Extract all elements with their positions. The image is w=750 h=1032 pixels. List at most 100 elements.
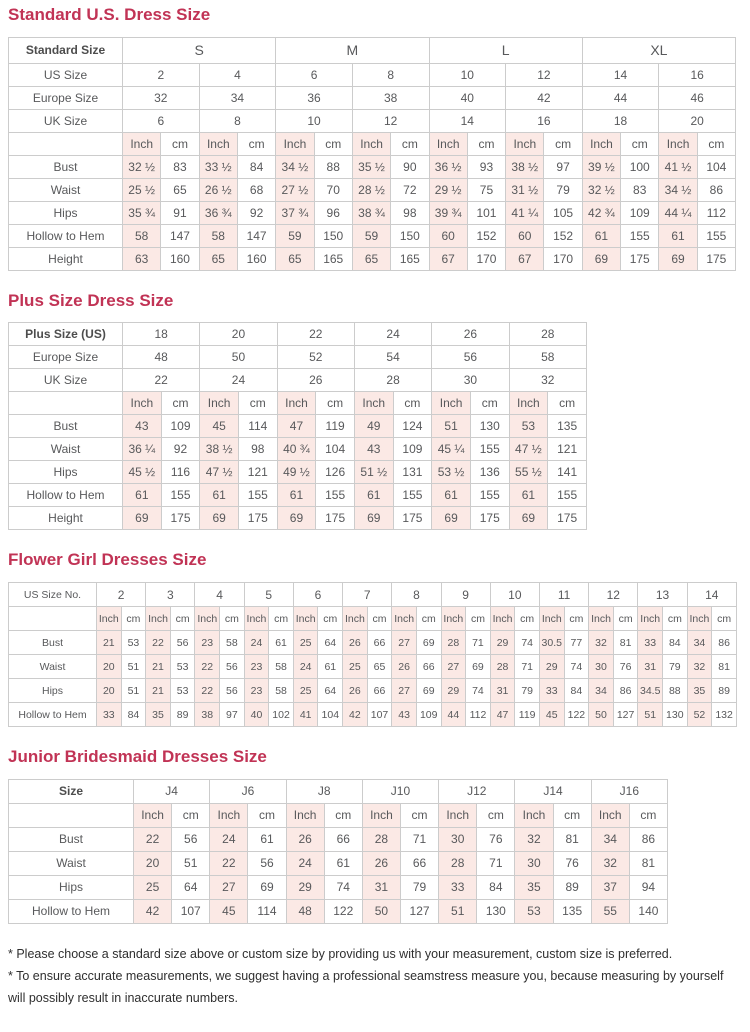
- measure-cm-value: 56: [219, 678, 245, 704]
- size-value: 2: [122, 62, 200, 87]
- measure-inch-value: 37 ¾: [275, 200, 315, 225]
- measure-cm-value: 66: [415, 654, 442, 680]
- unit-cm-header: cm: [219, 606, 245, 632]
- size-group-header: S: [121, 36, 277, 64]
- measure-inch-value: 29: [285, 874, 325, 900]
- measure-cm-value: 130: [476, 898, 516, 924]
- unit-cm-header: cm: [171, 802, 211, 828]
- size-value: 14: [581, 62, 660, 87]
- measure-inch-value: 25: [132, 874, 173, 900]
- measure-inch-value: 41 ¼: [505, 200, 545, 225]
- unit-cm-header: cm: [466, 131, 507, 156]
- measure-cm-value: 119: [514, 702, 540, 728]
- footnotes: * Please choose a standard size above or…: [8, 944, 742, 1010]
- unit-inch-header: Inch: [275, 131, 315, 156]
- measure-inch-value: 42: [132, 898, 173, 924]
- size-value: 18: [581, 108, 660, 133]
- measure-inch-value: 41: [292, 702, 319, 728]
- size-value: 14: [428, 108, 507, 133]
- size-value: 12: [588, 582, 639, 608]
- measure-inch-value: 31: [637, 654, 664, 680]
- unit-cm-header: cm: [120, 606, 147, 632]
- measure-inch-value: 53: [508, 414, 549, 439]
- measure-cm-value: 127: [612, 702, 639, 728]
- measure-inch-value: 33: [637, 630, 664, 656]
- unit-inch-header: Inch: [658, 131, 698, 156]
- measure-cm-value: 51: [120, 678, 147, 704]
- measure-cm-value: 86: [696, 177, 737, 202]
- unit-cm-header: cm: [711, 606, 737, 632]
- unit-cm-header: cm: [237, 391, 278, 416]
- junior-bridesmaid-dresses-size-table: Size J4 J6 J8 J10 J12 J14 J16 Inch cm Inch cm Inch cm…: [8, 778, 669, 924]
- measure-cm-value: 175: [469, 506, 510, 531]
- section-title-standard-us: Standard U.S. Dress Size: [8, 5, 211, 24]
- measure-cm-value: 61: [323, 850, 363, 876]
- size-value: 10: [428, 62, 507, 87]
- measure-inch-value: 47: [489, 702, 516, 728]
- size-value: 32: [122, 85, 200, 110]
- measure-cm-value: 175: [237, 506, 278, 531]
- section-flower-girl-dresses-size: Flower Girl Dresses Size US Size No. 2 3 4 5…: [8, 551, 742, 728]
- measure-cm-value: 126: [315, 460, 355, 485]
- unit-cm-header: cm: [696, 131, 737, 156]
- measure-inch-value: 32 ½: [581, 177, 622, 202]
- measure-cm-value: 112: [465, 702, 491, 728]
- measure-cm-value: 84: [236, 154, 277, 179]
- measure-cm-value: 175: [696, 246, 737, 271]
- measure-cm-value: 61: [268, 630, 294, 656]
- measure-cm-value: 86: [612, 678, 639, 704]
- measure-inch-value: 69: [581, 246, 622, 271]
- measure-inch-value: 26: [285, 826, 325, 852]
- unit-inch-header: Inch: [122, 391, 162, 416]
- unit-cm-header: cm: [160, 391, 201, 416]
- measure-cm-value: 132: [711, 702, 737, 728]
- plus-size-dress-size-table: Plus Size (US) 18 20 22 24 26 28 Europe Size 48 5…: [8, 322, 588, 531]
- size-value: 8: [351, 62, 430, 87]
- measure-inch-value: 61: [276, 483, 317, 508]
- measure-row-label: Hips: [8, 200, 123, 225]
- measure-inch-value: 63: [121, 246, 162, 271]
- measure-inch-value: 61: [658, 223, 698, 248]
- size-value: J6: [209, 778, 287, 804]
- measure-cm-value: 98: [390, 200, 430, 225]
- unit-inch-header: Inch: [391, 606, 417, 632]
- measure-row-label: Waist: [8, 437, 123, 462]
- unit-cm-header: cm: [552, 802, 592, 828]
- measure-inch-value: 47 ½: [199, 460, 239, 485]
- measure-cm-value: 64: [171, 874, 211, 900]
- unit-inch-header: Inch: [590, 802, 630, 828]
- unit-inch-header: Inch: [351, 131, 392, 156]
- measure-inch-value: 30: [438, 826, 478, 852]
- section-title-junior-bridesmaid: Junior Bridesmaid Dresses Size: [8, 747, 267, 767]
- unit-cm-header: cm: [547, 391, 587, 416]
- measure-cm-value: 122: [323, 898, 363, 924]
- measure-inch-value: 34 ½: [658, 177, 698, 202]
- unit-inch-header: Inch: [489, 606, 516, 632]
- measure-inch-value: 51: [637, 702, 664, 728]
- size-row-label: US Size: [8, 62, 123, 87]
- measure-inch-value: 32: [514, 826, 554, 852]
- measure-cm-value: 170: [543, 246, 583, 271]
- unit-cm-header: cm: [620, 131, 660, 156]
- measure-cm-value: 175: [392, 506, 433, 531]
- measure-cm-value: 79: [662, 654, 688, 680]
- size-value: 14: [686, 582, 738, 608]
- measure-inch-value: 50: [588, 702, 614, 728]
- measure-cm-value: 66: [323, 826, 363, 852]
- size-value: 28: [508, 322, 588, 347]
- unit-inch-header: Inch: [361, 802, 401, 828]
- measure-inch-value: 32 ½: [121, 154, 162, 179]
- measure-inch-value: 65: [275, 246, 315, 271]
- measure-cm-value: 114: [237, 414, 278, 439]
- measure-cm-value: 70: [313, 177, 353, 202]
- measure-inch-value: 61: [122, 483, 162, 508]
- measure-cm-value: 69: [247, 874, 287, 900]
- measure-inch-value: 55: [590, 898, 630, 924]
- unit-inch-header: Inch: [243, 606, 270, 632]
- size-value: 56: [431, 345, 510, 370]
- measure-cm-value: 155: [315, 483, 355, 508]
- measure-cm-value: 84: [662, 630, 688, 656]
- measure-row-label: Hollow to Hem: [8, 483, 123, 508]
- measure-cm-value: 81: [612, 630, 639, 656]
